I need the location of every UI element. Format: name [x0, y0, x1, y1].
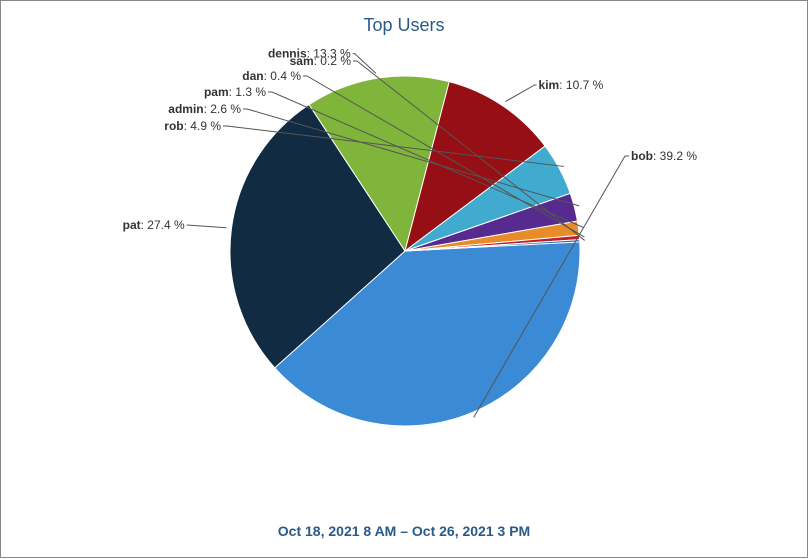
slice-label-pat: pat: 27.4 % [123, 218, 185, 232]
pie-slices [230, 76, 580, 426]
chart-date-range: Oct 18, 2021 8 AM – Oct 26, 2021 3 PM [1, 523, 807, 539]
leader-pat [187, 225, 227, 228]
pie-chart: bob: 39.2 %pat: 27.4 %dennis: 13.3 %kim:… [1, 1, 808, 559]
slice-label-rob: rob: 4.9 % [164, 119, 221, 133]
slice-label-pam: pam: 1.3 % [204, 85, 266, 99]
leader-dennis [353, 54, 376, 74]
leader-kim [505, 85, 536, 102]
chart-panel: Top Users bob: 39.2 %pat: 27.4 %dennis: … [0, 0, 808, 558]
slice-label-admin: admin: 2.6 % [168, 102, 241, 116]
slice-label-dan: dan: 0.4 % [242, 69, 301, 83]
slice-label-bob: bob: 39.2 % [631, 149, 697, 163]
slice-label-sam: sam: 0.2 % [290, 54, 352, 68]
slice-label-kim: kim: 10.7 % [539, 78, 604, 92]
